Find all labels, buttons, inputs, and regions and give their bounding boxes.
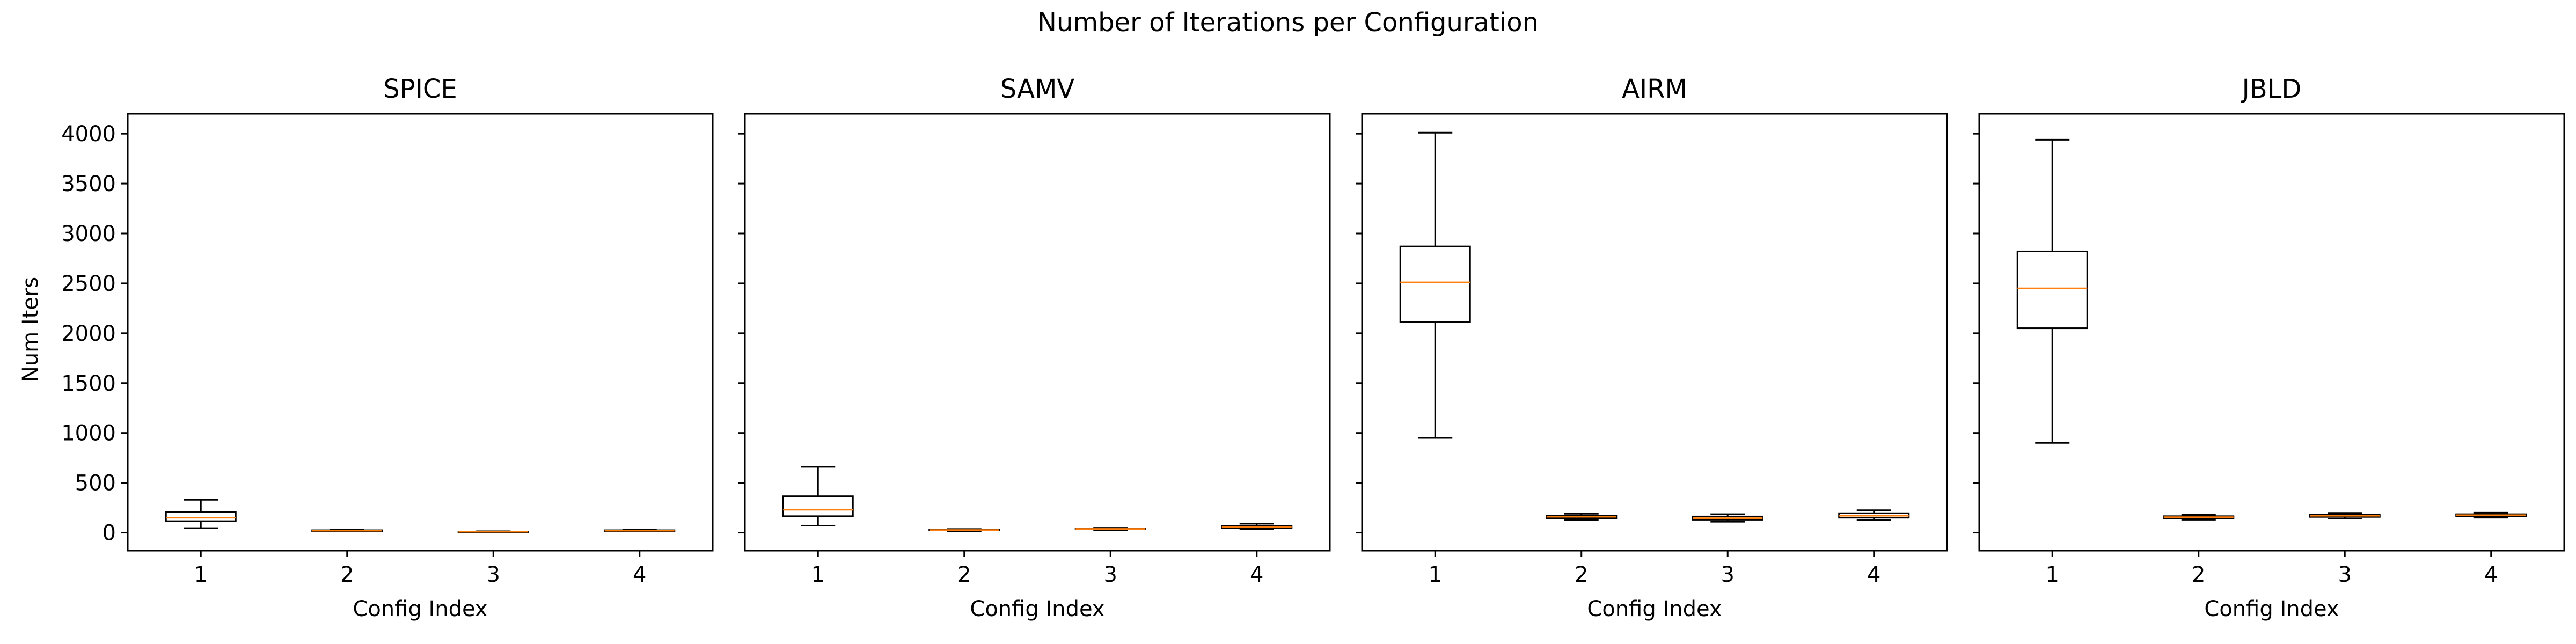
x-tick-label: 2 xyxy=(957,562,971,587)
x-tick-label: 2 xyxy=(1575,562,1588,587)
panel-jbld: JBLD 1 2 3 4 Config Index xyxy=(1973,74,2565,621)
panel-airm: AIRM 1 2 3 4 Config Index xyxy=(1356,74,1948,621)
figure-title: Number of Iterations per Configuration xyxy=(1037,8,1539,38)
y-tick-label: 1500 xyxy=(61,371,116,396)
x-tick-label: 4 xyxy=(633,562,646,587)
iqr-box xyxy=(2016,250,2088,330)
iqr-box xyxy=(165,511,237,522)
x-tick-label: 3 xyxy=(1104,562,1117,587)
y-tick-label: 2000 xyxy=(61,321,116,346)
box-plot xyxy=(928,528,1000,532)
panel-samv: SAMV 1 2 3 4 Config Index xyxy=(738,74,1331,621)
box-plot xyxy=(2163,514,2235,521)
box-plot xyxy=(1546,513,1618,521)
box-plot xyxy=(604,529,676,532)
x-axis-label: Config Index xyxy=(970,597,1104,621)
x-tick-label: 2 xyxy=(340,562,354,587)
iqr-box xyxy=(1399,245,1471,323)
y-axis-label: Num Iters xyxy=(18,277,43,382)
y-tick-label: 1000 xyxy=(61,421,116,446)
box-plot xyxy=(2309,512,2381,520)
y-tick-label: 4000 xyxy=(61,122,116,147)
panel-title: AIRM xyxy=(1622,74,1687,104)
iqr-box xyxy=(782,495,854,517)
x-tick-label: 1 xyxy=(2046,562,2059,587)
x-axis-label: Config Index xyxy=(353,597,487,621)
box-plot xyxy=(1399,131,1471,439)
box-plot xyxy=(2016,138,2088,444)
x-tick-label: 1 xyxy=(811,562,825,587)
box-plot xyxy=(1692,513,1763,523)
x-axis-label: Config Index xyxy=(2204,597,2339,621)
y-tick-label: 3500 xyxy=(61,172,116,196)
box-plot xyxy=(457,530,529,533)
x-tick-label: 4 xyxy=(2484,562,2498,587)
chart-panels: SPICE 0 500 1000 1500 2000 2500 3000 3500 4000 1 2 3… xyxy=(61,74,2565,621)
x-tick-label: 1 xyxy=(1429,562,1442,587)
box-plot xyxy=(1838,509,1910,521)
x-tick-label: 3 xyxy=(487,562,500,587)
y-tick-label: 3000 xyxy=(61,222,116,246)
panel-title: SPICE xyxy=(383,74,457,104)
axes-frame xyxy=(1361,113,1948,552)
y-tick-label: 0 xyxy=(103,521,116,546)
x-tick-label: 1 xyxy=(194,562,208,587)
x-axis-label: Config Index xyxy=(1587,597,1722,621)
axes-frame xyxy=(1978,113,2565,552)
panel-title: JBLD xyxy=(2241,74,2302,104)
panel-title: SAMV xyxy=(1000,74,1075,104)
box-plot xyxy=(1074,527,1146,531)
panel-spice: SPICE 0 500 1000 1500 2000 2500 3000 3500 4000 1 2 3… xyxy=(61,74,714,621)
x-tick-label: 4 xyxy=(1867,562,1880,587)
axes-frame xyxy=(127,113,714,552)
y-tick-label: 2500 xyxy=(61,272,116,296)
x-tick-label: 3 xyxy=(2338,562,2352,587)
box-plot xyxy=(1221,523,1293,530)
box-plot xyxy=(2455,511,2527,519)
box-plot xyxy=(782,466,854,527)
x-tick-label: 2 xyxy=(2192,562,2205,587)
x-tick-label: 4 xyxy=(1250,562,1263,587)
axes-frame xyxy=(744,113,1331,552)
x-tick-label: 3 xyxy=(1721,562,1735,587)
box-plot xyxy=(165,499,237,529)
box-plot xyxy=(311,529,383,532)
y-tick-label: 500 xyxy=(75,471,116,496)
